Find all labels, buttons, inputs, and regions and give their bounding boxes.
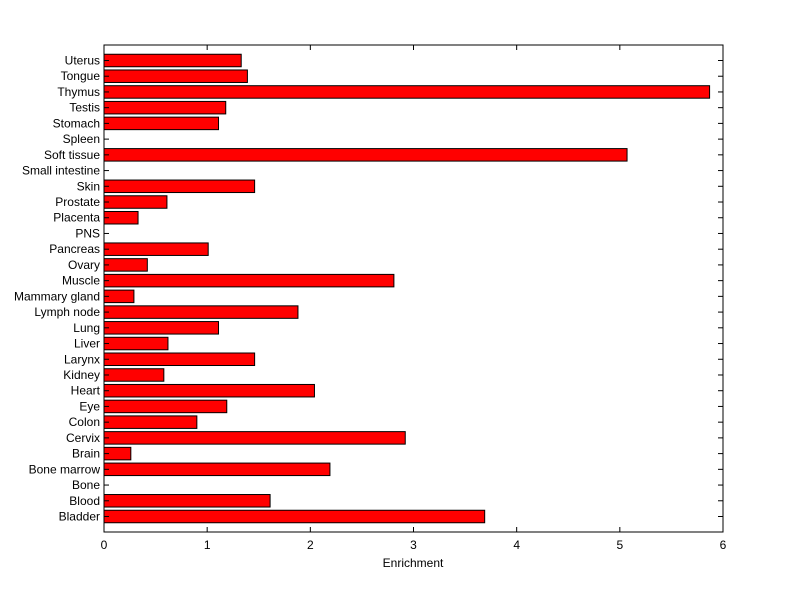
y-tick-label: Eye xyxy=(79,399,100,413)
y-tick-label: Spleen xyxy=(63,132,100,146)
x-tick-label: 3 xyxy=(410,538,417,552)
x-tick-label: 5 xyxy=(616,538,623,552)
bar-bladder xyxy=(103,509,486,524)
bar-kidney xyxy=(103,368,165,382)
y-tick-label: Kidney xyxy=(63,368,100,382)
plot-frame xyxy=(103,44,724,533)
y-tick-label: Ovary xyxy=(68,258,100,272)
bar-liver xyxy=(103,336,169,351)
bar-stomach xyxy=(103,116,220,131)
bar-eye xyxy=(103,399,228,414)
bar-heart xyxy=(103,383,315,398)
y-tick-label: Blood xyxy=(69,494,100,508)
bar-lung xyxy=(103,321,220,335)
y-tick-label: Bone xyxy=(72,478,100,492)
bar-pancreas xyxy=(103,242,209,256)
y-tick-label: Bone marrow xyxy=(29,462,101,476)
bar-ovary xyxy=(103,258,148,272)
x-tick-label: 4 xyxy=(513,538,520,552)
bar-skin xyxy=(103,179,256,194)
bar-colon xyxy=(103,415,198,429)
y-tick-label: Colon xyxy=(69,415,100,429)
y-tick-label: Thymus xyxy=(57,85,100,99)
y-tick-label: Uterus xyxy=(65,54,100,68)
y-tick-label: Placenta xyxy=(53,211,100,225)
y-tick-label: Larynx xyxy=(64,352,100,366)
y-tick-label: Mammary gland xyxy=(14,289,100,303)
bar-cervix xyxy=(103,431,406,445)
y-tick-label: Pancreas xyxy=(49,242,100,256)
y-tick-label: Soft tissue xyxy=(44,148,100,162)
bar-larynx xyxy=(103,352,256,367)
x-tick-label: 1 xyxy=(204,538,211,552)
bar-uterus xyxy=(103,53,242,68)
y-tick-label: Muscle xyxy=(62,274,100,288)
y-tick-label: Liver xyxy=(74,337,100,351)
y-tick-label: Skin xyxy=(77,179,100,193)
bar-thymus xyxy=(103,85,711,99)
y-tick-label: Stomach xyxy=(53,116,100,130)
y-tick-label: PNS xyxy=(75,226,100,240)
y-tick-label: Cervix xyxy=(66,431,100,445)
y-tick-label: Bladder xyxy=(59,510,100,524)
x-tick-label: 0 xyxy=(101,538,108,552)
bar-lymph-node xyxy=(103,305,299,319)
y-tick-label: Brain xyxy=(72,447,100,461)
y-tick-label: Heart xyxy=(71,384,101,398)
bar-testis xyxy=(103,100,227,115)
y-tick-label: Small intestine xyxy=(22,164,100,178)
x-axis-label: Enrichment xyxy=(383,556,444,570)
bar-prostate xyxy=(103,195,168,209)
y-tick-label: Lymph node xyxy=(34,305,100,319)
bar-bone-marrow xyxy=(103,462,331,477)
bar-muscle xyxy=(103,273,395,288)
x-tick-label: 6 xyxy=(720,538,727,552)
y-tick-label: Tongue xyxy=(61,69,101,83)
bar-tongue xyxy=(103,69,248,83)
bar-soft-tissue xyxy=(103,148,628,162)
y-tick-label: Testis xyxy=(69,101,100,115)
bar-placenta xyxy=(103,210,139,225)
y-tick-label: Prostate xyxy=(55,195,100,209)
x-tick-label: 2 xyxy=(307,538,314,552)
y-tick-label: Lung xyxy=(73,321,100,335)
bar-blood xyxy=(103,494,271,508)
